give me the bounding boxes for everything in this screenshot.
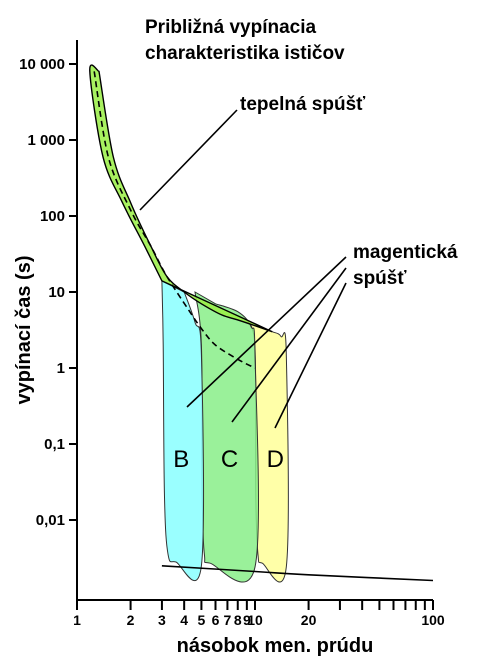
y-tick-label: 10 000 [19,56,65,73]
chart-title-line: Približná vypínacia [145,17,316,38]
x-tick-label: 8 [234,612,242,628]
x-tick-label: 3 [158,612,166,628]
x-axis-title: násobok men. prúdu [177,635,374,657]
annotations-layer: tepelná spúšť magentická spúšť B C D [139,94,458,473]
x-tick-label: 7 [224,612,232,628]
y-tick-label: 1 [57,360,65,377]
region-label-b: B [173,446,189,473]
region-label-d: D [267,446,284,473]
tail-curve [161,565,434,582]
axes-layer [69,40,434,610]
region-c-area [194,291,259,583]
magnetic-leader-d [274,282,347,429]
x-tick-label: 10 [247,612,263,628]
x-tick-label: 2 [127,612,135,628]
x-tick-label: 100 [421,612,445,628]
x-tick-label: 1 [73,612,81,628]
region-label-c: C [221,446,238,473]
thermal-leader-line [139,109,238,211]
magnetic-release-label-line: magentická [353,242,458,263]
y-axis-title: vypínací čas (s) [13,256,35,405]
thermal-release-band [89,64,273,333]
magnetic-leader-b [186,256,347,408]
y-tick-label: 100 [40,208,65,225]
regions-layer [89,64,434,583]
x-tick-label: 5 [198,612,206,628]
y-tick-label: 0,1 [44,436,65,453]
region-b-area [161,280,205,582]
y-tick-label: 1 000 [27,132,65,149]
x-tick-label: 6 [212,612,220,628]
x-tick-label: 9 [243,612,251,628]
chart-title-line: charakteristika ističov [145,43,345,64]
magnetic-leader-c [231,267,347,423]
y-tick-label: 10 [48,284,65,301]
y-tick-label: 0,01 [36,512,65,529]
thermal-release-label: tepelná spúšť [240,94,366,115]
x-tick-label: 4 [180,612,188,628]
magnetic-release-label-line: spúšť [353,268,407,289]
thermal-mid-dashed-line [93,71,256,369]
x-tick-label: 20 [301,612,317,628]
